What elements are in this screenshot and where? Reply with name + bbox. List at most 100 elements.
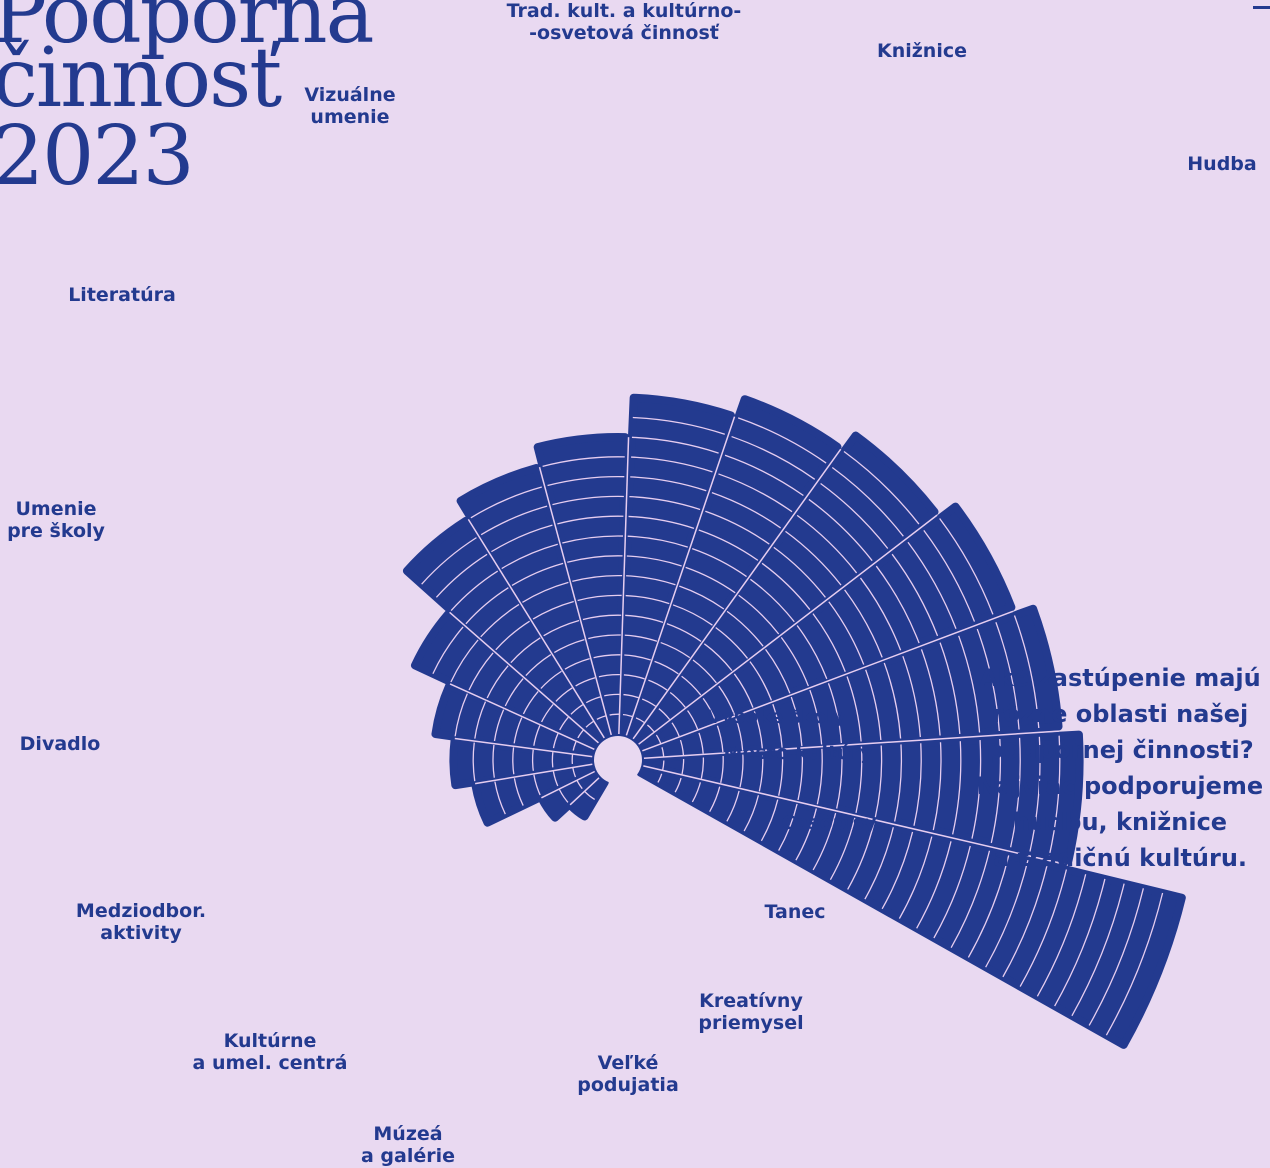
category-label: Múzeá xyxy=(373,1123,442,1145)
bar-segment-line xyxy=(939,518,994,615)
radial-divider xyxy=(638,514,938,745)
radial-divider xyxy=(449,611,599,744)
bar-segment-line xyxy=(958,635,981,733)
bar-segment-line xyxy=(829,817,856,881)
bar-wedge xyxy=(449,736,597,790)
bar-segment-line xyxy=(812,613,846,672)
radial-divider xyxy=(642,610,1014,752)
category-label: podujatia xyxy=(577,1074,679,1096)
bar-segment-line xyxy=(1009,737,1021,848)
category-label: Kreatívny xyxy=(699,990,803,1012)
bar-segment-line xyxy=(711,491,782,529)
bar-segment-line xyxy=(470,486,542,519)
bar-wedge xyxy=(629,431,939,748)
radial-divider xyxy=(569,777,600,806)
bar-segment-line xyxy=(678,585,725,610)
bar-segment-line xyxy=(724,454,804,497)
bar-wedge xyxy=(638,604,1063,763)
radial-divider xyxy=(467,518,605,739)
bar-segment-line xyxy=(920,649,941,736)
category-label: -osvetová činnosť xyxy=(529,22,720,44)
category-label: Mesto kultúry xyxy=(724,742,874,764)
category-label: pre školy xyxy=(7,520,105,542)
bar-segment-line xyxy=(831,466,904,537)
bar-8 xyxy=(533,433,630,739)
bar-segment-line xyxy=(432,626,464,675)
bar-wedge xyxy=(636,762,1186,1049)
radial-divider xyxy=(625,416,736,736)
radial-divider xyxy=(541,770,596,799)
bar-segment-line xyxy=(891,553,939,637)
bar-segment-line xyxy=(976,628,1000,732)
radial-divider xyxy=(475,763,593,785)
bar-segment-line xyxy=(532,600,574,620)
bar-segment-line xyxy=(1036,874,1087,997)
bar-segment-line xyxy=(692,548,747,578)
annotation-line-5: hudbu, knižnice xyxy=(1012,808,1228,836)
bar-segment-line xyxy=(778,803,798,851)
bar-segment-line xyxy=(731,435,816,480)
bar-wedge xyxy=(639,730,1084,865)
bar-segment-line xyxy=(990,738,1002,844)
bar-wedge xyxy=(615,393,735,740)
bar-wedge xyxy=(566,773,609,821)
annotation-line-2: rôzne oblasti našej xyxy=(991,700,1249,728)
bar-segment-line xyxy=(1105,892,1164,1036)
bar-segment-line xyxy=(491,524,553,553)
bar-segment-line xyxy=(627,535,688,548)
chart-title-line-1: Podporná xyxy=(0,0,374,62)
bar-segment-line xyxy=(836,747,843,809)
bar-segment-line xyxy=(843,450,920,525)
bar-wedge xyxy=(402,516,609,747)
bar-segment-line xyxy=(494,781,506,815)
bar-segment-line xyxy=(760,798,779,842)
bar-segment-line xyxy=(883,662,902,739)
chart-title-line-2: činnosť xyxy=(0,31,282,126)
bar-segment-line xyxy=(796,625,828,680)
bar-segment-line xyxy=(421,537,477,585)
bar-segment-line xyxy=(435,553,488,598)
bar-segment-line xyxy=(894,744,903,822)
bar-wedge xyxy=(456,463,616,742)
bar-segment-line xyxy=(625,594,670,605)
annotation-line-1: Aké zastúpenie majú xyxy=(979,664,1261,692)
bar-segment-line xyxy=(809,689,823,745)
bar-segment-line xyxy=(454,693,468,737)
bar-segment-line xyxy=(846,676,862,742)
bar-segment-line xyxy=(859,577,902,651)
category-label: Kultúrne xyxy=(224,1030,317,1052)
bar-wedge xyxy=(537,767,603,822)
radial-divider xyxy=(643,730,1059,760)
bar-segment-line xyxy=(576,594,622,602)
bar-segment-line xyxy=(714,626,749,659)
bar-segment-line xyxy=(521,581,569,603)
bar-segment-line xyxy=(761,562,811,610)
category-label: umenie xyxy=(310,106,389,128)
category-label: Hudba xyxy=(1187,153,1256,175)
bar-segment-line xyxy=(557,515,624,525)
bar-segment-line xyxy=(672,604,713,626)
bar-segment-line xyxy=(626,555,682,567)
chart-center-hole xyxy=(594,736,642,784)
bar-segment-line xyxy=(780,637,809,687)
bar-segment-line xyxy=(764,648,791,694)
bar-segment-line xyxy=(685,566,736,594)
chart-title-line-3: 2023 xyxy=(0,109,195,204)
bar-segment-line xyxy=(808,498,873,562)
bar-segment-line xyxy=(1088,888,1144,1026)
radial-divider xyxy=(632,448,842,740)
bar-wedge xyxy=(533,433,630,739)
bar-6 xyxy=(622,395,842,743)
bar-segment-line xyxy=(865,669,882,741)
bar-segment-line xyxy=(971,740,982,839)
bar-5 xyxy=(629,431,939,748)
radial-divider xyxy=(643,765,1068,866)
bar-segment-line xyxy=(874,745,883,818)
bar-segment-line xyxy=(902,655,921,738)
bar-segment-line xyxy=(749,578,795,623)
category-label: a galérie xyxy=(361,1145,455,1167)
bar-segment-line xyxy=(790,696,803,747)
bar-segment-line xyxy=(1048,735,1061,856)
bar-segment-line xyxy=(726,610,764,647)
